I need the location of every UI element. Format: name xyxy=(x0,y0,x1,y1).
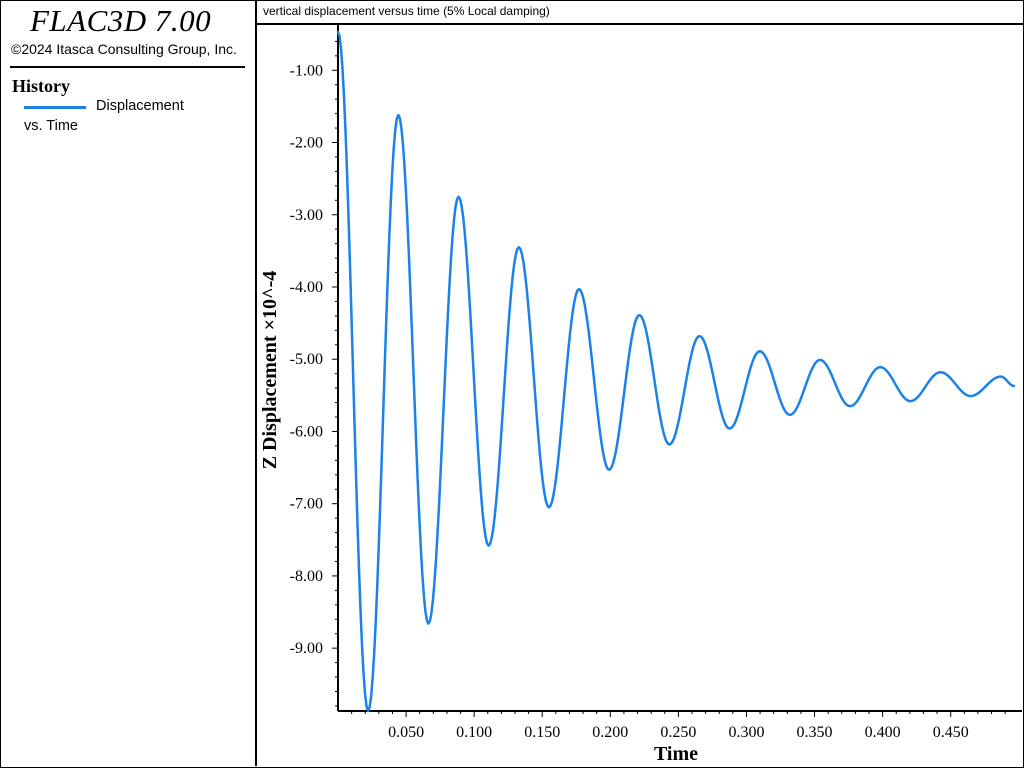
y-tick-label: -2.00 xyxy=(290,135,323,152)
x-tick-label: 0.400 xyxy=(865,724,901,741)
copyright-text: ©2024 Itasca Consulting Group, Inc. xyxy=(11,41,237,57)
x-tick-label: 0.250 xyxy=(660,724,696,741)
y-tick-label: -9.00 xyxy=(290,640,323,657)
x-tick-label: 0.200 xyxy=(592,724,628,741)
legend-entry-label-continued: vs. Time xyxy=(24,118,78,134)
x-tick-label: 0.150 xyxy=(524,724,560,741)
y-tick-label: -8.00 xyxy=(290,568,323,585)
legend-divider xyxy=(10,66,245,68)
y-tick-label: -3.00 xyxy=(290,207,323,224)
x-tick-label: 0.350 xyxy=(797,724,833,741)
history-heading: History xyxy=(12,76,70,96)
y-tick-label: -1.00 xyxy=(290,62,323,79)
y-axis-ticks: -1.00 -2.00 -3.00 -4.00 -5.00 -6.00 -7.00 -8.00… xyxy=(290,40,338,707)
y-axis-label: Z Displacement ×10^-4 xyxy=(259,271,281,470)
plot-title: vertical displacement versus time (5% Lo… xyxy=(263,4,550,18)
legend-line-swatch xyxy=(24,106,86,109)
y-tick-label: -6.00 xyxy=(290,423,323,440)
y-tick-label: -7.00 xyxy=(290,496,323,513)
chart-axes xyxy=(337,24,1022,712)
chart-series xyxy=(336,30,1016,713)
series-line xyxy=(336,30,1016,713)
title-divider xyxy=(257,23,1023,25)
x-tick-label: 0.050 xyxy=(388,724,424,741)
y-tick-label: -5.00 xyxy=(290,351,323,368)
x-tick-label: 0.300 xyxy=(728,724,764,741)
app-title: FLAC3D 7.00 xyxy=(30,3,212,38)
x-tick-label: 0.450 xyxy=(933,724,969,741)
legend-entry-label: Displacement xyxy=(96,98,184,114)
legend-panel: FLAC3D 7.00 ©2024 Itasca Consulting Grou… xyxy=(0,0,257,766)
x-tick-label: 0.100 xyxy=(456,724,492,741)
y-tick-label: -4.00 xyxy=(290,279,323,296)
x-axis-label: Time xyxy=(654,743,698,765)
x-axis-ticks: 0.050 0.100 0.150 0.200 0.250 0.300 0.350 0.400… xyxy=(351,711,1006,741)
